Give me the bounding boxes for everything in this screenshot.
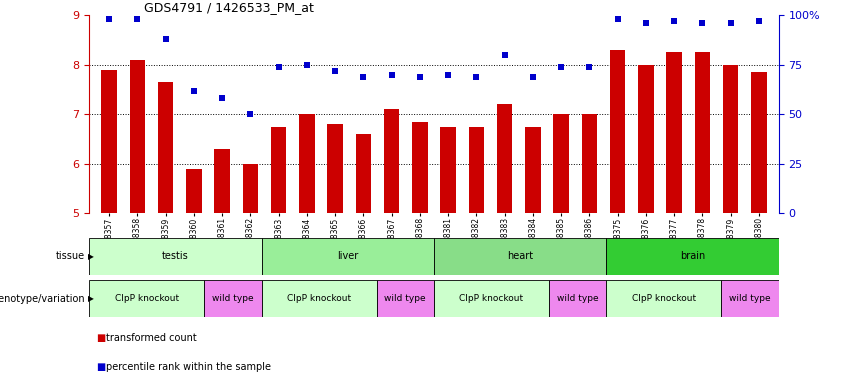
Bar — [204, 280, 262, 317]
Point — [159, 36, 173, 42]
Bar — [356, 134, 371, 213]
Bar — [440, 127, 456, 213]
Text: ClpP knockout: ClpP knockout — [115, 294, 179, 303]
Text: percentile rank within the sample: percentile rank within the sample — [106, 362, 271, 372]
Text: wild type: wild type — [385, 294, 426, 303]
Point — [102, 16, 116, 22]
Text: wild type: wild type — [212, 294, 254, 303]
Bar — [384, 109, 399, 213]
Text: ClpP knockout: ClpP knockout — [460, 294, 523, 303]
Bar — [638, 65, 654, 213]
Bar — [666, 53, 682, 213]
Bar — [214, 149, 230, 213]
Bar — [243, 164, 258, 213]
Point — [498, 52, 511, 58]
Bar — [186, 169, 202, 213]
Bar — [376, 280, 434, 317]
Point — [300, 62, 314, 68]
Bar — [469, 127, 484, 213]
Bar — [89, 238, 262, 275]
Text: wild type: wild type — [557, 294, 598, 303]
Point — [243, 111, 257, 118]
Bar — [299, 114, 315, 213]
Text: tissue: tissue — [56, 251, 85, 262]
Point — [554, 64, 568, 70]
Point — [328, 68, 342, 74]
Bar — [262, 280, 376, 317]
Bar — [553, 114, 569, 213]
Point — [215, 95, 229, 101]
Bar — [101, 70, 117, 213]
Point — [130, 16, 144, 22]
Point — [385, 72, 398, 78]
Text: ■: ■ — [96, 362, 105, 372]
Point — [526, 74, 540, 80]
Text: brain: brain — [680, 251, 705, 262]
Point — [695, 20, 709, 26]
Point — [639, 20, 653, 26]
Text: wild type: wild type — [729, 294, 771, 303]
Bar — [328, 124, 343, 213]
Bar — [581, 114, 597, 213]
Bar — [412, 122, 428, 213]
Point — [724, 20, 738, 26]
Point — [611, 16, 625, 22]
Point — [413, 74, 426, 80]
Bar — [525, 127, 540, 213]
Text: ▶: ▶ — [88, 294, 94, 303]
Bar — [271, 127, 287, 213]
Text: GDS4791 / 1426533_PM_at: GDS4791 / 1426533_PM_at — [145, 1, 314, 14]
Bar — [610, 50, 625, 213]
Point — [442, 72, 455, 78]
Point — [470, 74, 483, 80]
Bar — [694, 53, 710, 213]
Point — [583, 64, 597, 70]
Bar — [549, 280, 606, 317]
Bar — [722, 65, 739, 213]
Text: ■: ■ — [96, 333, 105, 343]
Bar — [434, 280, 549, 317]
Bar — [89, 280, 204, 317]
Text: testis: testis — [163, 251, 189, 262]
Text: liver: liver — [337, 251, 358, 262]
Text: heart: heart — [507, 251, 534, 262]
Text: ▶: ▶ — [88, 252, 94, 261]
Bar — [129, 60, 146, 213]
Bar — [497, 104, 512, 213]
Point — [752, 18, 766, 24]
Bar — [722, 280, 779, 317]
Text: genotype/variation: genotype/variation — [0, 293, 85, 304]
Bar — [262, 238, 434, 275]
Text: ClpP knockout: ClpP knockout — [631, 294, 696, 303]
Point — [187, 88, 201, 94]
Text: transformed count: transformed count — [106, 333, 197, 343]
Point — [357, 74, 370, 80]
Bar — [434, 238, 606, 275]
Point — [667, 18, 681, 24]
Bar — [607, 238, 779, 275]
Bar — [751, 72, 767, 213]
Bar — [607, 280, 722, 317]
Point — [271, 64, 285, 70]
Text: ClpP knockout: ClpP knockout — [287, 294, 351, 303]
Bar — [158, 82, 174, 213]
